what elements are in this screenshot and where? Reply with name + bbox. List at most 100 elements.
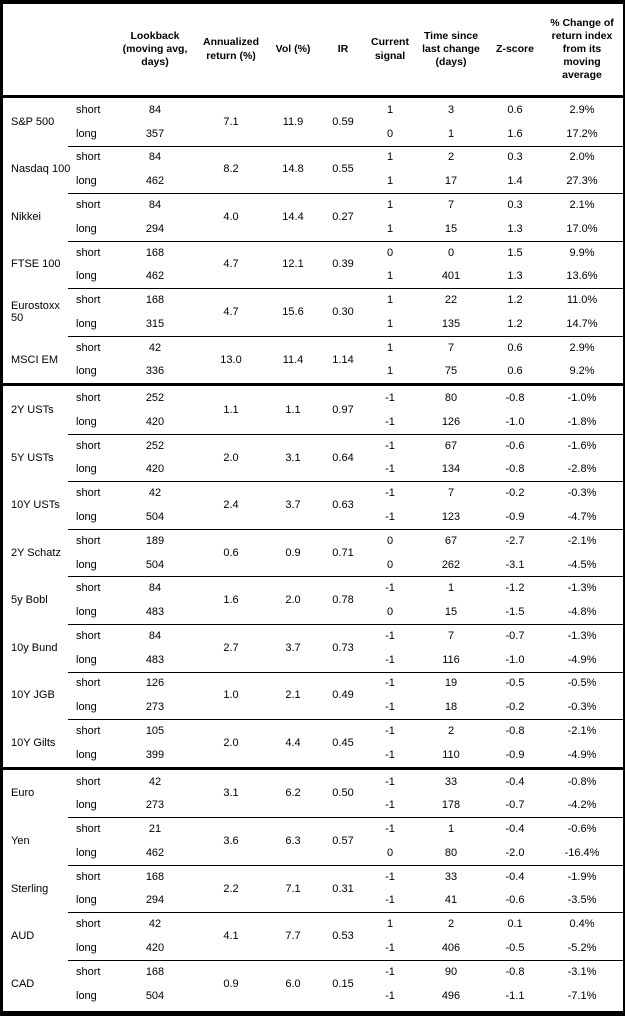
side-label-short: short	[76, 823, 101, 836]
asset-name: Yen	[11, 834, 30, 847]
current-signal-long: 1	[386, 175, 394, 188]
side-label-short: short	[76, 775, 101, 788]
asset-group-row: Sterling short long 168 294 2.2 7.1 0.31…	[3, 864, 623, 913]
current-signal-long: -1	[385, 941, 395, 954]
z-score-long: -0.2	[505, 701, 525, 714]
z-score-short: -0.4	[505, 870, 525, 883]
pct-change-long: -4.8%	[567, 606, 597, 619]
ir-value: 0.15	[332, 977, 354, 990]
lookback-long: 420	[145, 463, 165, 476]
pct-change-long: 13.6%	[566, 270, 598, 283]
lookback-short: 42	[148, 918, 162, 931]
column-header-ir: IR	[337, 42, 349, 55]
side-label-long: long	[76, 415, 97, 428]
lookback-long: 399	[145, 748, 165, 761]
column-header-annualized-return: Annualized return (%)	[202, 36, 259, 62]
pct-change-long: -4.5%	[567, 558, 597, 571]
time-since-change-long: 116	[442, 653, 460, 666]
asset-group-row: CAD short long 168 504 0.9 6.0 0.15 -1 -…	[3, 959, 623, 1008]
current-signal-short: -1	[385, 439, 395, 452]
side-label-short: short	[76, 439, 101, 452]
annualized-return-value: 0.9	[223, 977, 239, 990]
asset-name: Sterling	[11, 882, 49, 895]
current-signal-short: 1	[386, 198, 394, 211]
lookback-short: 84	[148, 198, 162, 211]
ir-value: 0.50	[332, 787, 354, 800]
annualized-return-value: 2.2	[223, 882, 239, 895]
pct-change-long: -2.8%	[567, 463, 597, 476]
pct-change-short: -0.5%	[567, 677, 597, 690]
ir-value: 0.64	[332, 451, 354, 464]
column-header-lookback: Lookback (moving avg, days)	[122, 29, 188, 69]
current-signal-short: -1	[385, 677, 395, 690]
lookback-long: 294	[145, 222, 165, 235]
time-since-change-long: 80	[444, 846, 458, 859]
side-label-short: short	[76, 965, 101, 978]
current-signal-short: -1	[385, 724, 395, 737]
side-label-long: long	[76, 222, 97, 235]
current-signal-long: 0	[386, 606, 394, 619]
z-score-short: -0.8	[505, 724, 525, 737]
side-label-short: short	[76, 294, 101, 307]
z-score-long: -2.0	[505, 846, 525, 859]
ir-value: 0.55	[332, 163, 354, 176]
time-since-change-short: 2	[447, 724, 455, 737]
current-signal-long: 0	[386, 846, 394, 859]
vol-value: 3.1	[285, 451, 301, 464]
ir-value: 0.63	[332, 499, 354, 512]
side-label-long: long	[76, 989, 97, 1002]
z-score-long: -1.0	[505, 653, 525, 666]
side-label-long: long	[76, 317, 97, 330]
vol-value: 6.3	[285, 834, 301, 847]
vol-value: 15.6	[282, 305, 304, 318]
ir-value: 1.14	[332, 353, 354, 366]
current-signal-short: 1	[386, 341, 394, 354]
current-signal-long: -1	[385, 701, 395, 714]
side-label-long: long	[76, 701, 97, 714]
pct-change-short: -1.0%	[567, 392, 597, 405]
asset-group-row: 10Y JGB short long 126 273 1.0 2.1 0.49 …	[3, 671, 623, 720]
lookback-long: 336	[145, 365, 165, 378]
z-score-long: -0.9	[505, 511, 525, 524]
vol-value: 2.1	[285, 689, 301, 702]
time-since-change-long: 15	[444, 222, 458, 235]
annualized-return-value: 2.0	[223, 736, 239, 749]
lookback-short: 84	[148, 103, 162, 116]
ir-value: 0.78	[332, 594, 354, 607]
pct-change-short: -0.3%	[567, 487, 597, 500]
time-since-change-long: 134	[441, 463, 461, 476]
table-body: S&P 500 short long 84 357 7.1 11.9 0.59 …	[3, 98, 623, 1008]
z-score-long: -0.5	[505, 941, 525, 954]
current-signal-long: -1	[385, 511, 395, 524]
table-header-row: Lookback (moving avg, days) Annualized r…	[3, 4, 623, 98]
annualized-return-value: 2.4	[223, 499, 239, 512]
table-section-1: S&P 500 short long 84 357 7.1 11.9 0.59 …	[3, 98, 623, 383]
lookback-short: 168	[145, 246, 165, 259]
time-since-change-long: 123	[441, 511, 461, 524]
asset-group-row: 2Y USTs short long 252 420 1.1 1.1 0.97 …	[3, 386, 623, 434]
current-signal-long: -1	[385, 415, 395, 428]
time-since-change-long: 496	[441, 989, 461, 1002]
pct-change-long: -5.2%	[567, 941, 597, 954]
z-score-short: -0.5	[505, 677, 525, 690]
pct-change-short: 2.9%	[569, 341, 595, 354]
z-score-long: -0.8	[505, 463, 525, 476]
side-label-long: long	[76, 748, 97, 761]
time-since-change-long: 110	[442, 748, 460, 761]
z-score-short: -2.7	[505, 534, 525, 547]
z-score-short: -0.7	[505, 629, 525, 642]
asset-name: AUD	[11, 930, 35, 943]
annualized-return-value: 4.7	[223, 258, 239, 271]
z-score-long: 1.3	[507, 222, 523, 235]
side-label-long: long	[76, 606, 97, 619]
z-score-short: -0.4	[505, 775, 525, 788]
pct-change-short: -1.3%	[567, 582, 597, 595]
side-label-short: short	[76, 246, 101, 259]
current-signal-long: 1	[386, 317, 394, 330]
z-score-long: -0.7	[505, 799, 525, 812]
ir-value: 0.39	[332, 258, 354, 271]
pct-change-short: 0.4%	[569, 918, 595, 931]
lookback-short: 21	[148, 823, 162, 836]
z-score-short: 0.1	[507, 918, 523, 931]
z-score-long: -3.1	[505, 558, 525, 571]
